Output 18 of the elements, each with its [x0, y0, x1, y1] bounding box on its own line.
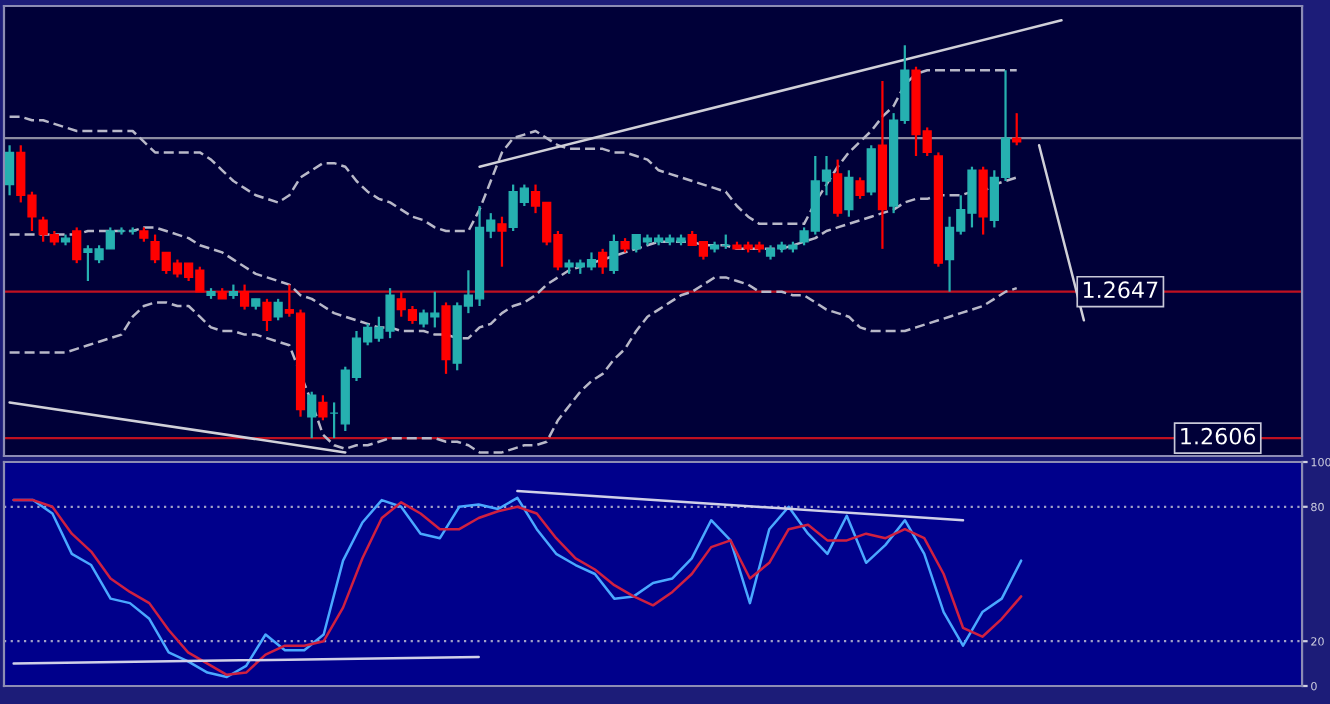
candlestick	[262, 297, 272, 333]
candlestick	[609, 233, 619, 275]
candlestick	[855, 176, 865, 200]
candlestick	[318, 394, 328, 422]
candlestick	[4, 144, 15, 197]
candlestick	[598, 247, 608, 275]
ref-line-label: 1.2647	[1083, 281, 1158, 299]
candlestick	[866, 144, 876, 197]
candlestick	[1012, 112, 1022, 147]
ref-line-label: 1.2606	[1181, 427, 1256, 445]
candlestick	[497, 215, 507, 268]
candlestick	[978, 165, 988, 236]
candlestick	[844, 169, 854, 218]
candlestick	[72, 226, 82, 265]
candlestick	[833, 158, 843, 218]
candlestick	[273, 297, 283, 322]
candlestick	[239, 283, 250, 311]
candlestick	[307, 390, 317, 440]
